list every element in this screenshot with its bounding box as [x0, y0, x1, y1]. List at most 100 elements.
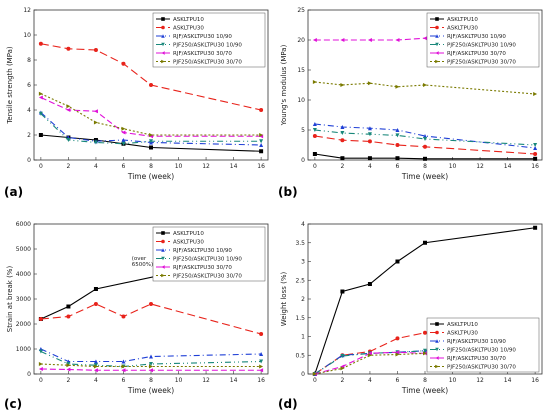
- legend-label: PJF250/ASKLTPU30 30/70: [173, 60, 242, 66]
- data-point: [94, 302, 98, 306]
- data-point: [149, 146, 153, 150]
- data-point: [259, 139, 263, 143]
- data-point: [340, 38, 344, 42]
- x-tick-label: 0: [39, 163, 43, 170]
- y-tick-label: 0: [301, 157, 305, 164]
- x-tick-label: 0: [313, 163, 317, 170]
- x-tick-label: 16: [531, 163, 539, 170]
- legend: ASKLTPU10 ASKLTPU30 RJF/ASKLTPU30 10/90 PJF…: [153, 227, 265, 281]
- series-6: [39, 92, 263, 137]
- data-point: [368, 139, 372, 143]
- data-point: [149, 302, 153, 306]
- series-5: [39, 96, 263, 139]
- data-point: [313, 134, 317, 138]
- legend-label: PJF250/ASKLTPU30 10/90: [447, 43, 516, 49]
- series-4: [313, 128, 537, 147]
- data-point: [395, 38, 399, 42]
- x-tick-label: 6: [396, 163, 400, 170]
- y-tick-label: 4: [27, 107, 31, 114]
- data-point: [149, 355, 153, 359]
- data-point: [395, 143, 399, 147]
- data-point: [533, 152, 537, 156]
- y-tick-label: 0: [301, 371, 305, 378]
- legend-label: ASKLTPU10: [447, 322, 478, 328]
- data-point: [66, 47, 70, 51]
- y-tick-label: 1000: [16, 346, 31, 353]
- x-tick-label: 14: [504, 163, 512, 170]
- series-6: [313, 80, 537, 96]
- legend-label: PJF250/ASKLTPU30 10/90: [173, 43, 242, 49]
- y-tick-label: 2: [27, 132, 31, 139]
- legend-label: ASKLTPU30: [173, 240, 204, 246]
- y-tick-label: 2000: [16, 321, 31, 328]
- x-tick-label: 2: [66, 377, 70, 384]
- data-point: [313, 152, 317, 156]
- legend: ASKLTPU10 ASKLTPU30 RJF/ASKLTPU30 10/90 PJF…: [153, 13, 265, 67]
- legend-label: RJF/ASKLTPU30 30/70: [173, 265, 232, 271]
- x-tick-label: 4: [94, 377, 98, 384]
- legend-label: ASKLTPU30: [173, 26, 204, 32]
- legend-marker: [435, 322, 439, 326]
- data-point: [423, 331, 427, 335]
- x-tick-label: 8: [423, 377, 427, 384]
- chart-panel-4: 0 2 4 6 8 10 12 14 1600.511.522.533.54Time (week…: [280, 221, 542, 395]
- legend-label: RJF/ASKLTPU30 10/90: [173, 34, 232, 40]
- series-line: [315, 82, 535, 94]
- legend-label: ASKLTPU30: [447, 26, 478, 32]
- data-point: [39, 362, 43, 366]
- y-axis-title: Weight loss (%): [280, 272, 288, 327]
- y-tick-label: 1.5: [295, 315, 305, 322]
- x-tick-label: 16: [531, 377, 539, 384]
- x-axis-title: Time (week): [401, 172, 448, 181]
- data-point: [39, 367, 43, 371]
- data-point: [39, 350, 43, 354]
- x-tick-label: 2: [66, 163, 70, 170]
- data-point: [533, 226, 537, 230]
- data-point: [66, 315, 70, 319]
- x-tick-label: 10: [449, 377, 457, 384]
- data-point: [121, 127, 125, 131]
- data-point: [149, 83, 153, 87]
- x-tick-label: 4: [368, 163, 372, 170]
- legend: ASKLTPU10 ASKLTPU30 RJF/ASKLTPU30 10/90 PJF…: [427, 13, 539, 67]
- x-tick-label: 14: [230, 163, 238, 170]
- data-point: [423, 83, 427, 87]
- data-point: [39, 133, 43, 137]
- legend-label: RJF/ASKLTPU30 10/90: [447, 34, 506, 40]
- legend-label: ASKLTPU10: [447, 17, 478, 23]
- data-point: [259, 143, 263, 147]
- y-axis-title: Tensile strength (MPa): [6, 46, 14, 125]
- data-point: [66, 368, 70, 372]
- legend-label: PJF250/ASKLTPU30 30/70: [173, 274, 242, 280]
- x-tick-label: 14: [230, 377, 238, 384]
- data-point: [340, 138, 344, 142]
- data-point: [533, 92, 537, 96]
- data-point: [259, 108, 263, 112]
- x-axis-title: Time (week): [401, 386, 448, 395]
- y-tick-label: 10: [297, 97, 305, 104]
- x-tick-label: 2: [340, 163, 344, 170]
- data-point: [368, 156, 372, 160]
- data-point: [259, 149, 263, 153]
- data-point: [313, 38, 317, 42]
- chart-panel-2: 0 2 4 6 8 10 12 14 160510152025Time (week)Young'…: [280, 7, 542, 181]
- x-tick-label: 12: [476, 377, 484, 384]
- series-line: [41, 94, 261, 135]
- series-line: [41, 98, 261, 137]
- x-tick-label: 10: [175, 377, 183, 384]
- data-point: [395, 336, 399, 340]
- series-2: [39, 302, 263, 336]
- data-point: [94, 109, 98, 113]
- x-tick-label: 12: [476, 163, 484, 170]
- legend-label: ASKLTPU10: [173, 231, 204, 237]
- legend-label: PJF250/ASKLTPU30 10/90: [447, 348, 516, 354]
- data-point: [533, 143, 537, 147]
- x-tick-label: 0: [39, 377, 43, 384]
- legend-label: PJF250/ASKLTPU30 10/90: [173, 257, 242, 263]
- x-tick-label: 14: [504, 377, 512, 384]
- x-axis-title: Time (week): [127, 172, 174, 181]
- legend-label: RJF/ASKLTPU30 30/70: [447, 51, 506, 57]
- chart-panel-3: 0 2 4 6 8 10 12 14 16 0 1000 2000 3000 4000 5000 6000 Ti…: [6, 221, 268, 395]
